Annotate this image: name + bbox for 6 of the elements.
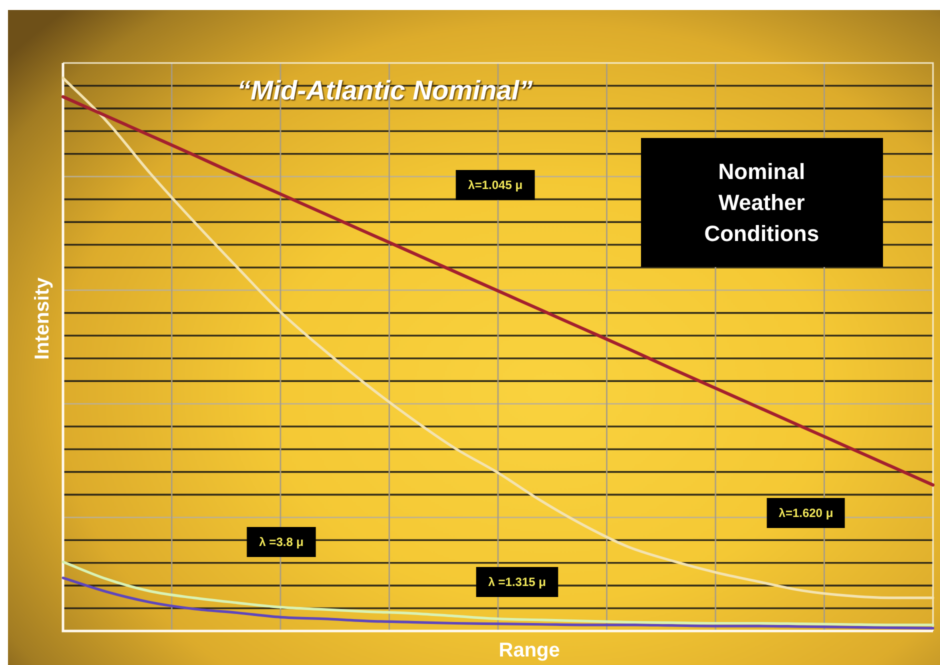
annotation: λ =1.315 μ	[476, 567, 558, 598]
y-axis-title: Intensity	[32, 276, 54, 360]
x-axis-title: Range	[498, 640, 560, 662]
annotation: λ=1.045 μ	[456, 170, 535, 200]
annotation: λ =3.8 μ	[247, 526, 316, 557]
annotation: λ=1.620 μ	[766, 498, 846, 528]
